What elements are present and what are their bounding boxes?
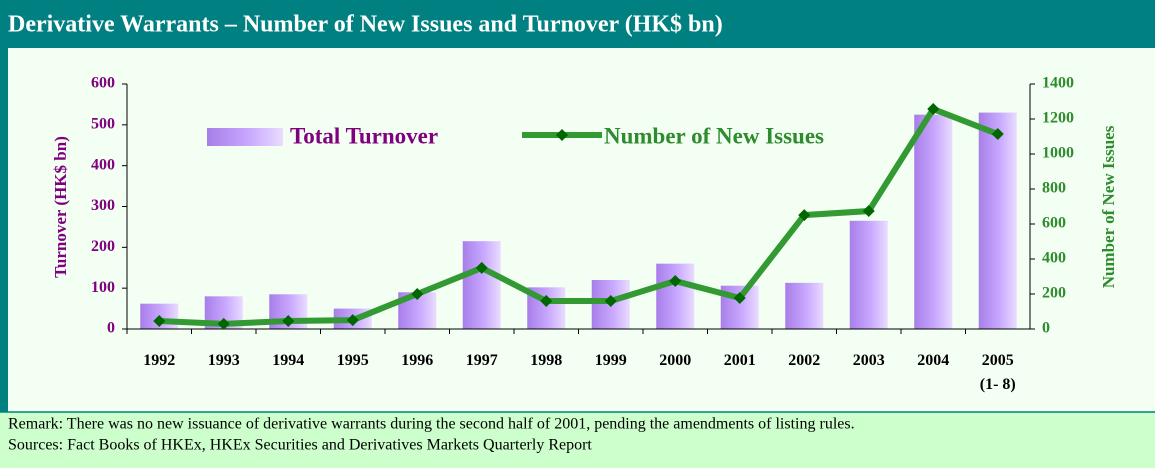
x-tick-label: 2005 (1- 8)	[980, 352, 1016, 393]
marker	[217, 317, 230, 330]
marker	[540, 295, 553, 307]
x-tick-label: 1995	[337, 352, 369, 369]
x-tick-label: 1992	[143, 352, 175, 369]
x-tick-label: 1993	[208, 352, 240, 369]
bar	[462, 241, 501, 329]
y-tick-label: 400	[91, 156, 115, 173]
line	[159, 105, 999, 327]
x-tick-label: 2002	[788, 352, 820, 369]
marker	[798, 209, 811, 222]
x-tick-label: 2000	[659, 352, 691, 369]
bar	[914, 114, 953, 329]
bar	[785, 282, 824, 329]
left-border	[0, 48, 8, 412]
marker	[991, 128, 1004, 141]
x-tick-label: 1994	[272, 352, 304, 369]
bar	[849, 220, 888, 329]
bar	[656, 263, 695, 329]
marker	[153, 314, 166, 327]
y-tick-label: 300	[91, 197, 115, 214]
marker	[282, 314, 295, 327]
y2-tick-label: 1200	[1042, 110, 1074, 127]
y-tick-label: 600	[91, 75, 115, 92]
marker	[669, 275, 682, 288]
marker	[411, 288, 424, 300]
x-tick-label: 2004	[917, 352, 949, 369]
y2-tick-label: 1000	[1042, 145, 1074, 162]
y-tick-label: 500	[91, 116, 115, 133]
y2-axis-title: Number of New Issues	[1099, 125, 1118, 288]
chart-title: Derivative Warrants – Number of New Issu…	[8, 12, 723, 38]
bar	[978, 112, 1017, 329]
x-tick-label: 1997	[466, 352, 498, 369]
y2-tick-label: 800	[1042, 180, 1066, 197]
y-tick-label: 0	[107, 320, 115, 337]
y-axis-title: Turnover (HK$ bn)	[51, 136, 70, 278]
marker	[927, 103, 940, 116]
y2-tick-label: 1400	[1042, 75, 1074, 92]
header-bar	[0, 0, 1155, 48]
x-tick-label: 2001	[724, 352, 756, 369]
x-tick-label: 1998	[530, 352, 562, 369]
y2-tick-label: 600	[1042, 215, 1066, 232]
x-tick-label: 2003	[853, 352, 885, 369]
legend-label: Total Turnover	[290, 123, 438, 148]
y2-tick-label: 200	[1042, 285, 1066, 302]
legend-swatch	[207, 128, 283, 146]
footer-band	[0, 412, 1155, 468]
y-tick-label: 100	[91, 279, 115, 296]
marker	[733, 292, 746, 305]
x-tick-label: 1999	[595, 352, 627, 369]
marker	[475, 261, 488, 274]
marker	[604, 295, 617, 307]
x-tick-label: 1996	[401, 352, 433, 369]
y2-tick-label: 400	[1042, 250, 1066, 267]
marker	[346, 314, 359, 327]
y2-tick-label: 0	[1042, 320, 1050, 337]
legend-label: Number of New Issues	[604, 123, 824, 148]
sources: Sources: Fact Books of HKEx, HKEx Securi…	[8, 437, 592, 454]
y-tick-label: 200	[91, 238, 115, 255]
remark: Remark: There was no new issuance of der…	[8, 416, 855, 433]
marker	[862, 205, 875, 218]
legend-marker	[556, 129, 568, 141]
